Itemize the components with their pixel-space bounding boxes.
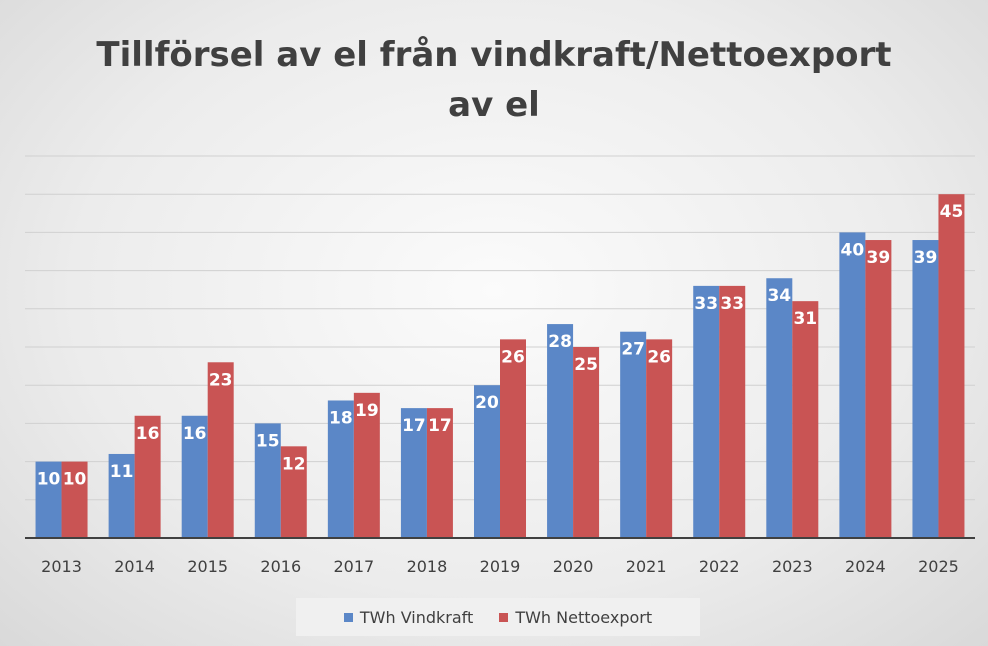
x-tick-label-2015: 2015 — [187, 557, 228, 576]
bar-vindkraft-2018 — [400, 408, 427, 538]
data-label-vindkraft-2018: 17 — [402, 416, 426, 436]
bar-vindkraft-2025 — [912, 240, 939, 539]
x-tick-label-2020: 2020 — [553, 557, 594, 576]
bar-vindkraft-2017 — [327, 400, 354, 538]
bar-nettoexport-2024 — [865, 240, 892, 539]
bar-nettoexport-2019 — [500, 339, 526, 538]
bar-nettoexport-2013 — [61, 461, 88, 538]
bar-nettoexport-2021 — [646, 339, 673, 538]
legend-label-vindkraft: TWh Vindkraft — [359, 607, 474, 627]
data-label-nettoexport-2014: 16 — [136, 424, 160, 444]
bar-nettoexport-2022 — [719, 285, 746, 538]
bar-nettoexport-2018 — [426, 408, 453, 538]
bar-nettoexport-2020 — [573, 347, 600, 538]
data-label-nettoexport-2015: 23 — [209, 370, 233, 390]
data-label-vindkraft-2014: 11 — [110, 462, 134, 482]
data-label-nettoexport-2022: 33 — [720, 294, 744, 314]
legend-swatch-vindkraft — [343, 612, 353, 622]
x-tick-label-2021: 2021 — [626, 557, 667, 576]
bar-nettoexport-2014 — [134, 415, 161, 538]
chart-title-line-2: av el — [448, 85, 540, 125]
data-label-vindkraft-2021: 27 — [621, 340, 645, 360]
data-label-nettoexport-2013: 10 — [63, 470, 87, 490]
x-tick-label-2018: 2018 — [407, 557, 448, 576]
bar-vindkraft-2022 — [693, 285, 720, 538]
data-label-nettoexport-2023: 31 — [793, 309, 817, 329]
data-label-nettoexport-2024: 39 — [867, 248, 891, 268]
bar-vindkraft-2019 — [474, 385, 500, 538]
data-label-vindkraft-2019: 20 — [475, 393, 499, 413]
x-tick-label-2024: 2024 — [845, 557, 886, 576]
data-label-vindkraft-2024: 40 — [841, 240, 865, 260]
x-tick-label-2014: 2014 — [114, 557, 155, 576]
data-label-nettoexport-2017: 19 — [355, 401, 379, 421]
x-tick-label-2013: 2013 — [41, 557, 82, 576]
data-label-nettoexport-2018: 17 — [428, 416, 452, 436]
legend: TWh Vindkraft TWh Nettoexport — [296, 598, 700, 636]
data-label-nettoexport-2025: 45 — [940, 202, 964, 222]
data-label-vindkraft-2017: 18 — [329, 408, 353, 428]
bar-vindkraft-2023 — [766, 278, 793, 538]
legend-item-nettoexport: TWh Nettoexport — [499, 608, 652, 627]
data-label-vindkraft-2020: 28 — [548, 332, 572, 352]
data-label-nettoexport-2021: 26 — [647, 347, 671, 367]
x-tick-label-2022: 2022 — [699, 557, 740, 576]
bar-nettoexport-2015 — [207, 362, 234, 538]
legend-label-nettoexport: TWh Nettoexport — [515, 607, 653, 627]
x-tick-label-2025: 2025 — [918, 557, 959, 576]
chart-title-line-1: Tillförsel av el från vindkraft/Nettoexp… — [96, 35, 892, 75]
bar-nettoexport-2023 — [792, 301, 819, 538]
x-tick-label-2019: 2019 — [480, 557, 521, 576]
x-tick-label-2023: 2023 — [772, 557, 813, 576]
bar-vindkraft-2015 — [181, 415, 208, 538]
x-tick-label-2016: 2016 — [260, 557, 301, 576]
data-label-vindkraft-2015: 16 — [183, 424, 207, 444]
data-label-vindkraft-2013: 10 — [37, 470, 61, 490]
data-label-nettoexport-2016: 12 — [282, 454, 306, 474]
data-label-vindkraft-2016: 15 — [256, 431, 280, 451]
bar-vindkraft-2020 — [547, 324, 574, 538]
data-label-vindkraft-2022: 33 — [694, 294, 718, 314]
bar-vindkraft-2021 — [620, 331, 647, 538]
bar-nettoexport-2025 — [938, 194, 965, 538]
data-label-vindkraft-2025: 39 — [914, 248, 938, 268]
bar-vindkraft-2014 — [108, 453, 135, 538]
chart-title: Tillförsel av el från vindkraft/Nettoexp… — [0, 30, 988, 130]
legend-item-vindkraft: TWh Vindkraft — [343, 607, 474, 627]
bar-nettoexport-2017 — [353, 392, 380, 538]
x-tick-label-2017: 2017 — [333, 557, 374, 576]
bar-vindkraft-2013 — [35, 461, 62, 538]
legend-swatch-nettoexport — [499, 612, 509, 622]
data-label-nettoexport-2019: 26 — [501, 347, 525, 367]
data-label-vindkraft-2023: 34 — [767, 286, 791, 306]
bar-vindkraft-2016 — [254, 423, 281, 538]
bar-nettoexport-2016 — [280, 446, 307, 538]
bar-vindkraft-2024 — [839, 232, 866, 538]
data-label-nettoexport-2020: 25 — [574, 355, 598, 375]
